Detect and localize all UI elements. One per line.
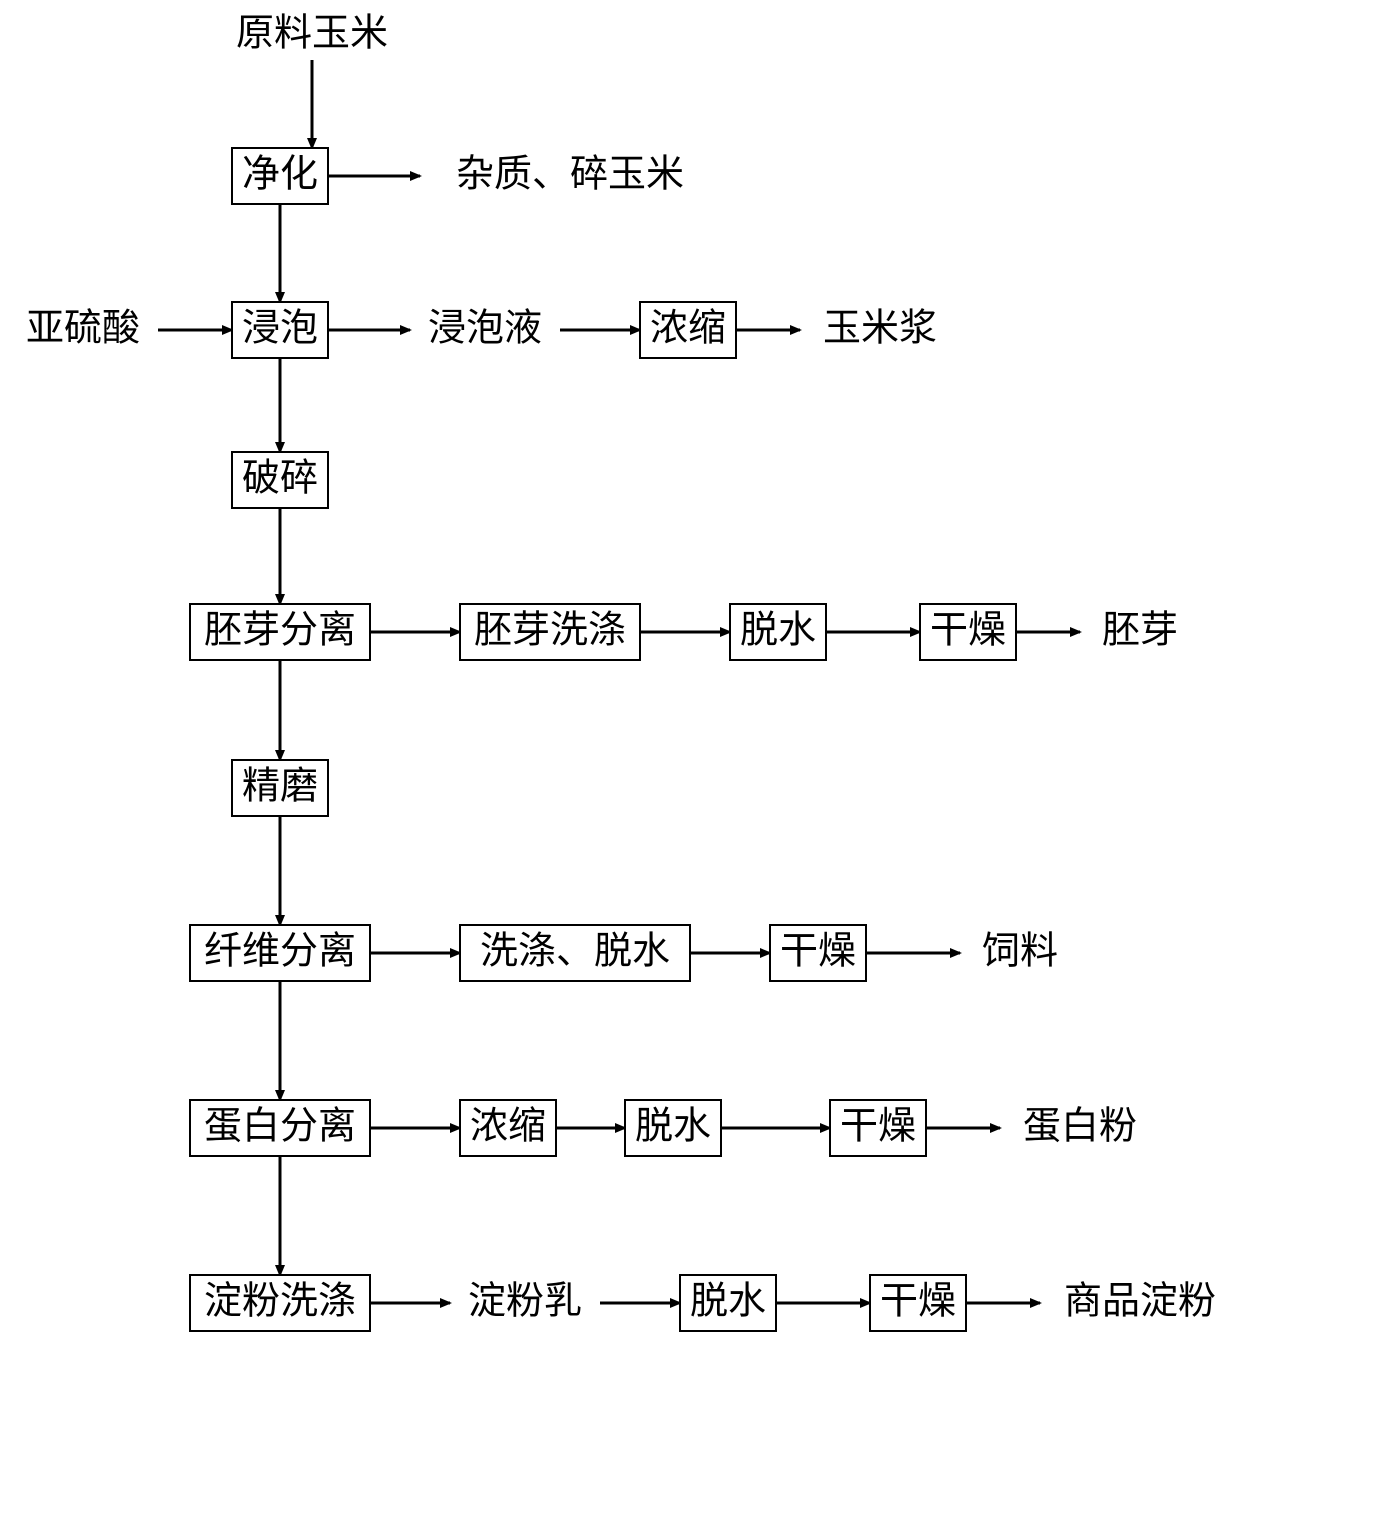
- nodes-layer: 原料玉米净化杂质、碎玉米亚硫酸浸泡浸泡液浓缩玉米浆破碎胚芽分离胚芽洗涤脱水干燥胚…: [26, 13, 1216, 1331]
- node-label-concentrate1: 浓缩: [650, 308, 726, 350]
- node-label-fibersep: 纤维分离: [204, 931, 356, 973]
- node-label-cornslurry: 玉米浆: [823, 308, 937, 350]
- node-dry3: 干燥: [830, 1100, 926, 1156]
- node-label-dehyd1: 脱水: [740, 610, 816, 652]
- node-label-proteinpowder: 蛋白粉: [1023, 1106, 1137, 1148]
- node-sulfurous: 亚硫酸: [26, 308, 140, 350]
- node-proteinpowder: 蛋白粉: [1023, 1106, 1137, 1148]
- node-feed: 饲料: [982, 931, 1058, 973]
- node-label-dehyd2: 脱水: [635, 1106, 711, 1148]
- node-concentrate2: 浓缩: [460, 1100, 556, 1156]
- node-dehyd1: 脱水: [730, 604, 826, 660]
- node-germwash: 胚芽洗涤: [460, 604, 640, 660]
- node-impurity: 杂质、碎玉米: [456, 154, 684, 196]
- node-label-sulfurous: 亚硫酸: [26, 308, 140, 350]
- flowchart-canvas: 原料玉米净化杂质、碎玉米亚硫酸浸泡浸泡液浓缩玉米浆破碎胚芽分离胚芽洗涤脱水干燥胚…: [0, 0, 1391, 1525]
- node-label-soak: 浸泡: [242, 308, 318, 350]
- node-label-dehyd3: 脱水: [690, 1281, 766, 1323]
- node-germ: 胚芽: [1102, 610, 1178, 652]
- node-label-crush: 破碎: [242, 458, 318, 500]
- node-label-dry3: 干燥: [840, 1106, 916, 1148]
- node-label-starchprod: 商品淀粉: [1064, 1281, 1216, 1323]
- node-label-starchmilk: 淀粉乳: [468, 1281, 582, 1323]
- node-label-feed: 饲料: [982, 931, 1058, 973]
- node-concentrate1: 浓缩: [640, 302, 736, 358]
- node-label-starchwash: 淀粉洗涤: [204, 1281, 356, 1323]
- node-fibersep: 纤维分离: [190, 925, 370, 981]
- node-dry1: 干燥: [920, 604, 1016, 660]
- node-soak: 浸泡: [232, 302, 328, 358]
- node-crush: 破碎: [232, 452, 328, 508]
- node-soakliq: 浸泡液: [428, 308, 542, 350]
- node-proteinsep: 蛋白分离: [190, 1100, 370, 1156]
- node-label-soakliq: 浸泡液: [428, 308, 542, 350]
- node-cornslurry: 玉米浆: [823, 308, 937, 350]
- node-label-germwash: 胚芽洗涤: [474, 610, 626, 652]
- node-label-dry1: 干燥: [930, 610, 1006, 652]
- node-washdehyd: 洗涤、脱水: [460, 925, 690, 981]
- node-starchwash: 淀粉洗涤: [190, 1275, 370, 1331]
- node-label-dry2: 干燥: [780, 931, 856, 973]
- node-dry2: 干燥: [770, 925, 866, 981]
- node-grind: 精磨: [232, 760, 328, 816]
- node-starchprod: 商品淀粉: [1064, 1281, 1216, 1323]
- node-starchmilk: 淀粉乳: [468, 1281, 582, 1323]
- node-dehyd3: 脱水: [680, 1275, 776, 1331]
- node-label-impurity: 杂质、碎玉米: [456, 154, 684, 196]
- node-label-purify: 净化: [242, 154, 318, 196]
- node-label-raw: 原料玉米: [236, 13, 388, 55]
- node-dry4: 干燥: [870, 1275, 966, 1331]
- node-label-germsep: 胚芽分离: [204, 610, 356, 652]
- node-dehyd2: 脱水: [625, 1100, 721, 1156]
- node-label-washdehyd: 洗涤、脱水: [480, 931, 670, 973]
- node-label-dry4: 干燥: [880, 1281, 956, 1323]
- node-purify: 净化: [232, 148, 328, 204]
- node-label-proteinsep: 蛋白分离: [204, 1106, 356, 1148]
- node-raw: 原料玉米: [236, 13, 388, 55]
- node-label-germ: 胚芽: [1102, 610, 1178, 652]
- node-germsep: 胚芽分离: [190, 604, 370, 660]
- node-label-concentrate2: 浓缩: [470, 1106, 546, 1148]
- node-label-grind: 精磨: [242, 766, 318, 808]
